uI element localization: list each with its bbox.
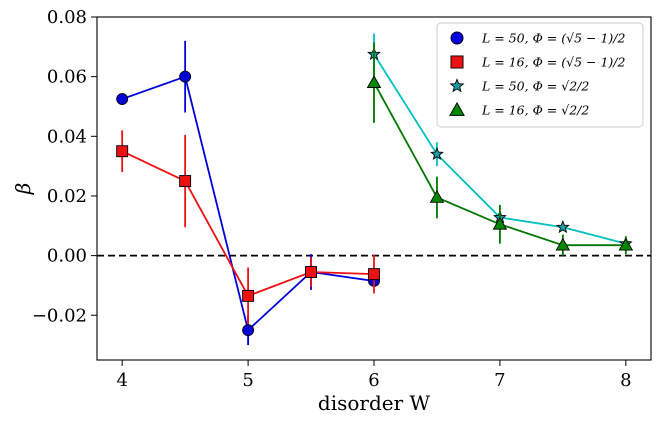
series-2 — [116, 130, 380, 325]
x-tick-label: 4 — [116, 370, 127, 391]
legend-item-2: L = 16, Φ = (√5 − 1)/2 — [450, 55, 625, 70]
data-point — [179, 70, 192, 83]
data-point — [242, 324, 255, 337]
legend-item-4: L = 16, Φ = √2/2 — [449, 101, 589, 118]
y-tick-label: −0.02 — [32, 305, 87, 326]
data-point — [430, 146, 444, 161]
legend-item-1: L = 50, Φ = (√5 − 1)/2 — [450, 31, 625, 46]
legend-item-3: L = 50, Φ = √2/2 — [449, 78, 589, 94]
series-4 — [366, 42, 634, 256]
legend-marker — [450, 31, 464, 45]
legend-box — [436, 22, 644, 128]
y-tick-label: 0.04 — [47, 126, 87, 147]
x-tick-label: 8 — [620, 370, 631, 391]
legend: L = 50, Φ = (√5 − 1)/2 L = 16, Φ = (√5 − … — [436, 22, 644, 128]
data-point — [555, 237, 571, 251]
data-point — [429, 190, 445, 203]
data-point — [618, 237, 634, 251]
data-point — [555, 220, 570, 234]
legend-label: L = 50, Φ = √2/2 — [481, 79, 589, 94]
y-tick-label: 0.00 — [47, 246, 87, 267]
y-axis-label: β — [11, 183, 35, 196]
legend-label: L = 50, Φ = (√5 − 1)/2 — [481, 31, 625, 46]
legend-marker — [449, 78, 465, 93]
legend-marker — [449, 101, 465, 116]
data-point — [305, 266, 317, 278]
data-point — [366, 75, 382, 88]
axes: 4 5 6 7 8 −0.02 0.00 0.02 0.04 0.06 0.08 — [32, 7, 632, 391]
y-tick-label: 0.06 — [47, 67, 87, 88]
x-tick-label: 6 — [368, 370, 379, 391]
y-tick-label: 0.02 — [47, 186, 87, 207]
data-point — [242, 289, 255, 302]
data-point — [116, 145, 129, 158]
x-axis-label: disorder W — [318, 391, 431, 415]
x-tick-label: 7 — [494, 370, 505, 391]
data-point — [368, 268, 380, 281]
y-tick-label: 0.08 — [47, 7, 87, 28]
plot-area — [97, 33, 651, 346]
data-point — [492, 216, 508, 230]
legend-label: L = 16, Φ = (√5 − 1)/2 — [481, 55, 625, 70]
legend-marker — [450, 55, 464, 69]
data-point — [179, 175, 192, 187]
data-point — [116, 93, 129, 105]
x-tick-label: 5 — [242, 370, 253, 391]
legend-label: L = 16, Φ = √2/2 — [481, 103, 589, 118]
